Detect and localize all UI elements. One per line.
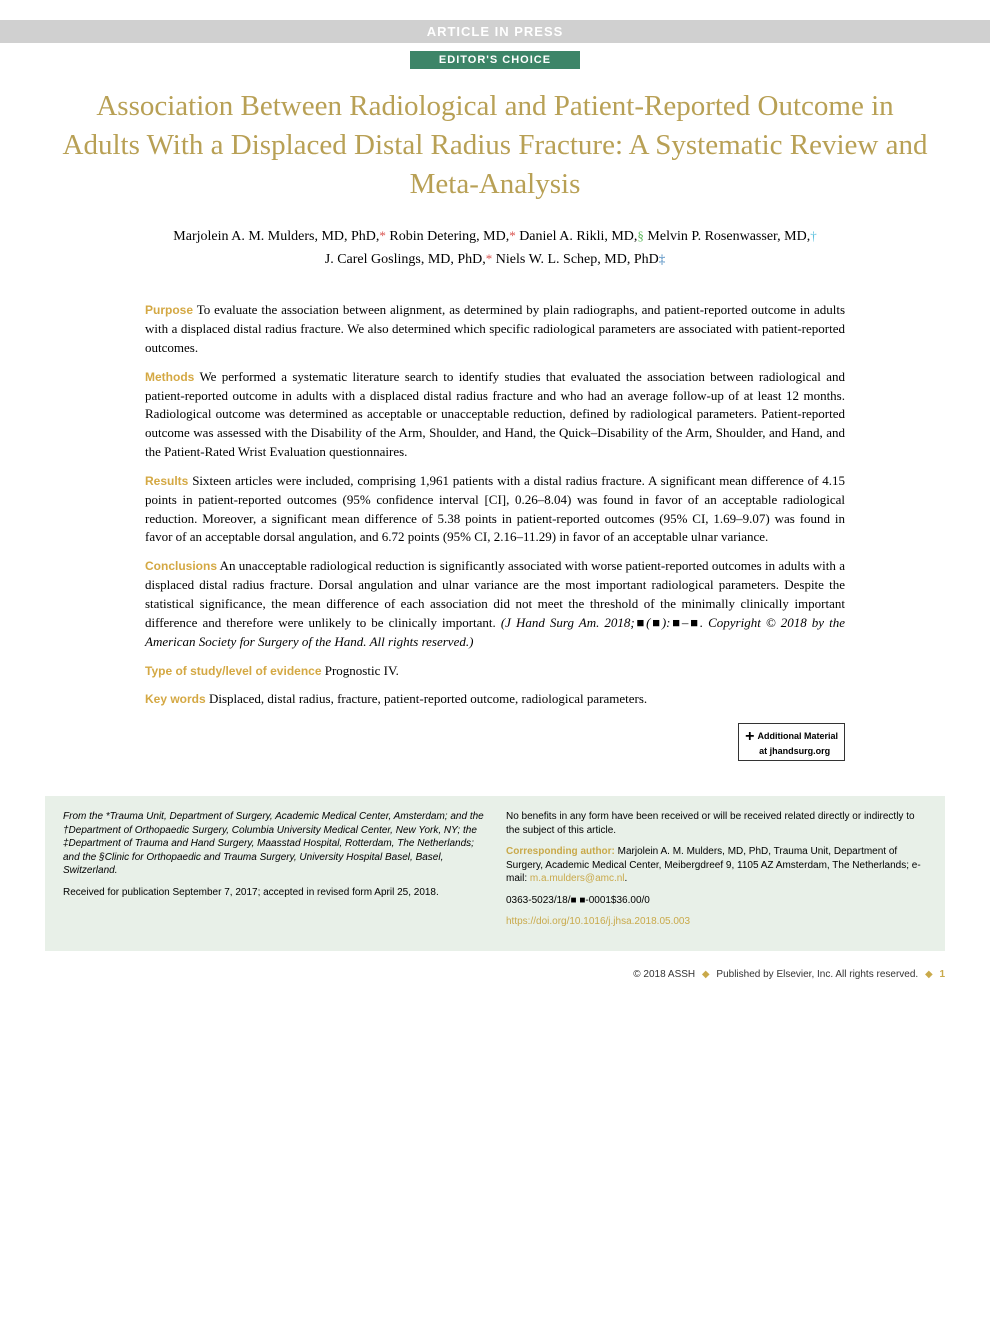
methods-label: Methods xyxy=(145,370,194,384)
diamond-icon: ◆ xyxy=(925,969,933,980)
bottom-copyright-line: © 2018 ASSH ◆ Published by Elsevier, Inc… xyxy=(45,969,945,980)
footer-right-column: No benefits in any form have been receiv… xyxy=(506,810,927,937)
author-3: Daniel A. Rikli, MD, xyxy=(519,229,637,244)
additional-material-box[interactable]: +Additional Material at jhandsurg.org xyxy=(738,723,845,761)
plus-icon: + xyxy=(745,728,754,745)
purpose-label: Purpose xyxy=(145,303,193,317)
additional-line2: at jhandsurg.org xyxy=(759,746,830,756)
results-label: Results xyxy=(145,474,188,488)
additional-line1: Additional Material xyxy=(757,731,838,741)
abstract-results: Results Sixteen articles were included, … xyxy=(145,472,845,547)
doi-link[interactable]: https://doi.org/10.1016/j.jhsa.2018.05.0… xyxy=(506,916,690,927)
issn-text: 0363-5023/18/■ ■-0001$36.00/0 xyxy=(506,894,927,908)
received-text: Received for publication September 7, 20… xyxy=(63,886,484,900)
affiliation-section-icon: § xyxy=(637,228,644,243)
affiliation-star-icon: * xyxy=(486,251,493,266)
affiliation-star-icon: * xyxy=(379,228,386,243)
benefits-text: No benefits in any form have been receiv… xyxy=(506,810,927,837)
affiliation-dagger-icon: † xyxy=(810,228,817,243)
abstract-keywords: Key words Displaced, distal radius, frac… xyxy=(145,690,845,709)
diamond-icon: ◆ xyxy=(702,969,710,980)
footer-block: From the *Trauma Unit, Department of Sur… xyxy=(45,796,945,951)
methods-text: We performed a systematic literature sea… xyxy=(145,369,845,459)
abstract-conclusions: Conclusions An unacceptable radiological… xyxy=(145,557,845,651)
copyright-text: © 2018 ASSH xyxy=(633,969,695,980)
author-4: Melvin P. Rosenwasser, MD, xyxy=(647,229,810,244)
evidence-text: Prognostic IV. xyxy=(325,663,399,678)
purpose-text: To evaluate the association between alig… xyxy=(145,302,845,355)
author-2: Robin Detering, MD, xyxy=(389,229,509,244)
keywords-text: Displaced, distal radius, fracture, pati… xyxy=(209,691,647,706)
abstract-methods: Methods We performed a systematic litera… xyxy=(145,368,845,462)
article-in-press-banner: ARTICLE IN PRESS xyxy=(0,20,990,43)
page-container: ARTICLE IN PRESS EDITOR'S CHOICE Associa… xyxy=(0,0,990,1010)
article-title: Association Between Radiological and Pat… xyxy=(45,87,945,204)
results-text: Sixteen articles were included, comprisi… xyxy=(145,473,845,545)
affiliation-ddagger-icon: ‡ xyxy=(659,251,666,266)
author-6: Niels W. L. Schep, MD, PhD xyxy=(496,252,659,267)
corresponding-email-link[interactable]: m.a.mulders@amc.nl xyxy=(530,873,625,884)
affiliations-text: From the *Trauma Unit, Department of Sur… xyxy=(63,810,484,878)
authors-block: Marjolein A. M. Mulders, MD, PhD,* Robin… xyxy=(45,226,945,271)
abstract-evidence: Type of study/level of evidence Prognost… xyxy=(145,662,845,681)
publisher-text: Published by Elsevier, Inc. All rights r… xyxy=(716,969,918,980)
page-number: 1 xyxy=(939,969,945,980)
keywords-label: Key words xyxy=(145,692,206,706)
affiliation-star-icon: * xyxy=(509,228,516,243)
author-1: Marjolein A. M. Mulders, MD, PhD, xyxy=(173,229,379,244)
abstract-block: Purpose To evaluate the association betw… xyxy=(145,301,845,761)
evidence-label: Type of study/level of evidence xyxy=(145,664,322,678)
abstract-purpose: Purpose To evaluate the association betw… xyxy=(145,301,845,358)
editors-choice-badge: EDITOR'S CHOICE xyxy=(410,51,580,69)
author-5: J. Carel Goslings, MD, PhD, xyxy=(325,252,486,267)
conclusions-label: Conclusions xyxy=(145,559,217,573)
footer-left-column: From the *Trauma Unit, Department of Sur… xyxy=(63,810,484,937)
corresponding-author: Corresponding author: Marjolein A. M. Mu… xyxy=(506,845,927,886)
corresponding-label: Corresponding author: xyxy=(506,846,615,857)
